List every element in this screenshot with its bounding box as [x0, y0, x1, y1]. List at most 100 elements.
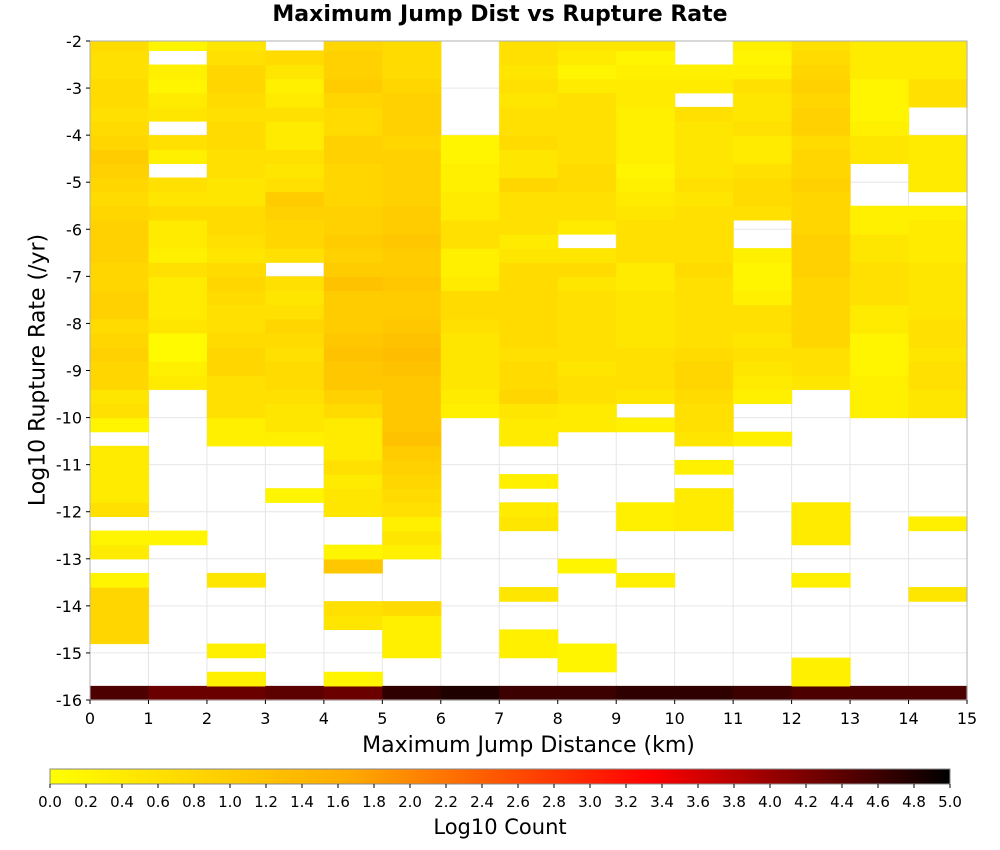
heatmap-cell — [148, 290, 208, 306]
heatmap-cell — [791, 106, 851, 122]
y-tick-label: -10 — [56, 409, 82, 428]
heatmap-cell — [206, 64, 266, 80]
heatmap-cell — [440, 685, 500, 701]
heatmap-cell — [90, 191, 150, 207]
heatmap-cell — [90, 629, 150, 645]
colorbar-tick-label: 4.6 — [866, 793, 890, 811]
heatmap-cell — [908, 163, 968, 179]
heatmap-cell — [616, 290, 676, 306]
heatmap-cell — [265, 417, 325, 433]
heatmap-cell — [791, 685, 851, 701]
heatmap-cell — [206, 671, 266, 687]
heatmap-cell — [382, 121, 442, 136]
heatmap-cell — [908, 78, 968, 94]
heatmap-cell — [206, 41, 266, 52]
heatmap-cell — [616, 502, 676, 518]
heatmap-cell — [733, 332, 793, 348]
heatmap-cell — [557, 318, 617, 334]
heatmap-cell — [148, 276, 208, 292]
heatmap-cell — [733, 121, 793, 136]
heatmap-cell — [791, 346, 851, 362]
heatmap-cell — [733, 318, 793, 334]
y-axis-label: Log10 Rupture Rate (/yr) — [25, 233, 51, 507]
heatmap-cell — [908, 389, 968, 405]
heatmap-cell — [90, 615, 150, 630]
heatmap-cell — [791, 276, 851, 292]
y-tick-label: -15 — [56, 644, 82, 663]
heatmap-cell — [499, 587, 559, 602]
heatmap-cell — [557, 78, 617, 94]
heatmap-cell — [908, 332, 968, 348]
heatmap-cell — [206, 304, 266, 320]
heatmap-cell — [850, 135, 910, 150]
heatmap-cell — [850, 121, 910, 136]
heatmap-cell — [791, 233, 851, 249]
heatmap-cell — [616, 205, 676, 221]
heatmap-cell — [850, 219, 910, 235]
heatmap-cell — [323, 149, 383, 164]
heatmap-cell — [323, 78, 383, 94]
heatmap-cell — [440, 389, 500, 405]
heatmap-cell — [265, 290, 325, 306]
heatmap-cell — [90, 106, 150, 122]
heatmap-cell — [791, 671, 851, 687]
heatmap-cell — [382, 332, 442, 348]
heatmap-cell — [382, 629, 442, 645]
heatmap-cell — [323, 135, 383, 150]
heatmap-cell — [791, 219, 851, 235]
heatmap-cell — [148, 375, 208, 390]
heatmap-cell — [382, 431, 442, 447]
heatmap-cell — [90, 488, 150, 503]
heatmap-cell — [674, 459, 734, 475]
heatmap-cell — [382, 64, 442, 80]
heatmap-cell — [440, 332, 500, 348]
heatmap-cell — [206, 121, 266, 136]
heatmap-cell — [733, 276, 793, 292]
heatmap-cell — [850, 262, 910, 277]
heatmap-cell — [733, 685, 793, 701]
heatmap-cell — [323, 558, 383, 574]
heatmap-cell — [440, 375, 500, 390]
heatmap-cell — [382, 417, 442, 433]
heatmap-cell — [323, 233, 383, 249]
heatmap-cell — [674, 177, 734, 193]
heatmap-cell — [382, 346, 442, 362]
heatmap-cell — [557, 290, 617, 306]
heatmap-cell — [206, 346, 266, 362]
heatmap-cell — [265, 431, 325, 447]
heatmap-cell — [382, 544, 442, 560]
heatmap-cell — [323, 685, 383, 701]
heatmap-cell — [265, 233, 325, 249]
heatmap-cell — [499, 643, 559, 659]
heatmap-cell — [323, 205, 383, 221]
heatmap-cell — [557, 64, 617, 80]
heatmap-cell — [206, 191, 266, 207]
heatmap-cell — [850, 92, 910, 108]
heatmap-cell — [557, 121, 617, 136]
heatmap-cell — [616, 248, 676, 263]
heatmap-cell — [791, 41, 851, 52]
heatmap-cell — [323, 50, 383, 66]
heatmap-cell — [616, 276, 676, 292]
heatmap-cell — [733, 78, 793, 94]
heatmap-cell — [499, 248, 559, 263]
heatmap-cell — [499, 346, 559, 362]
heatmap-cell — [850, 318, 910, 334]
heatmap-cell — [90, 544, 150, 560]
heatmap-cell — [382, 685, 442, 701]
x-axis-label: Maximum Jump Distance (km) — [362, 733, 695, 758]
heatmap-cell — [265, 78, 325, 94]
heatmap-cell — [382, 41, 442, 52]
x-tick-label: 9 — [611, 709, 621, 728]
heatmap-cell — [148, 346, 208, 362]
heatmap-cell — [90, 346, 150, 362]
heatmap-cell — [499, 92, 559, 108]
heatmap-cell — [206, 332, 266, 348]
heatmap-cell — [616, 375, 676, 390]
heatmap-cell — [616, 262, 676, 277]
heatmap-cell — [733, 389, 793, 405]
heatmap-cell — [791, 248, 851, 263]
heatmap-cell — [850, 78, 910, 94]
heatmap-cell — [90, 572, 150, 588]
heatmap-cell — [499, 403, 559, 419]
